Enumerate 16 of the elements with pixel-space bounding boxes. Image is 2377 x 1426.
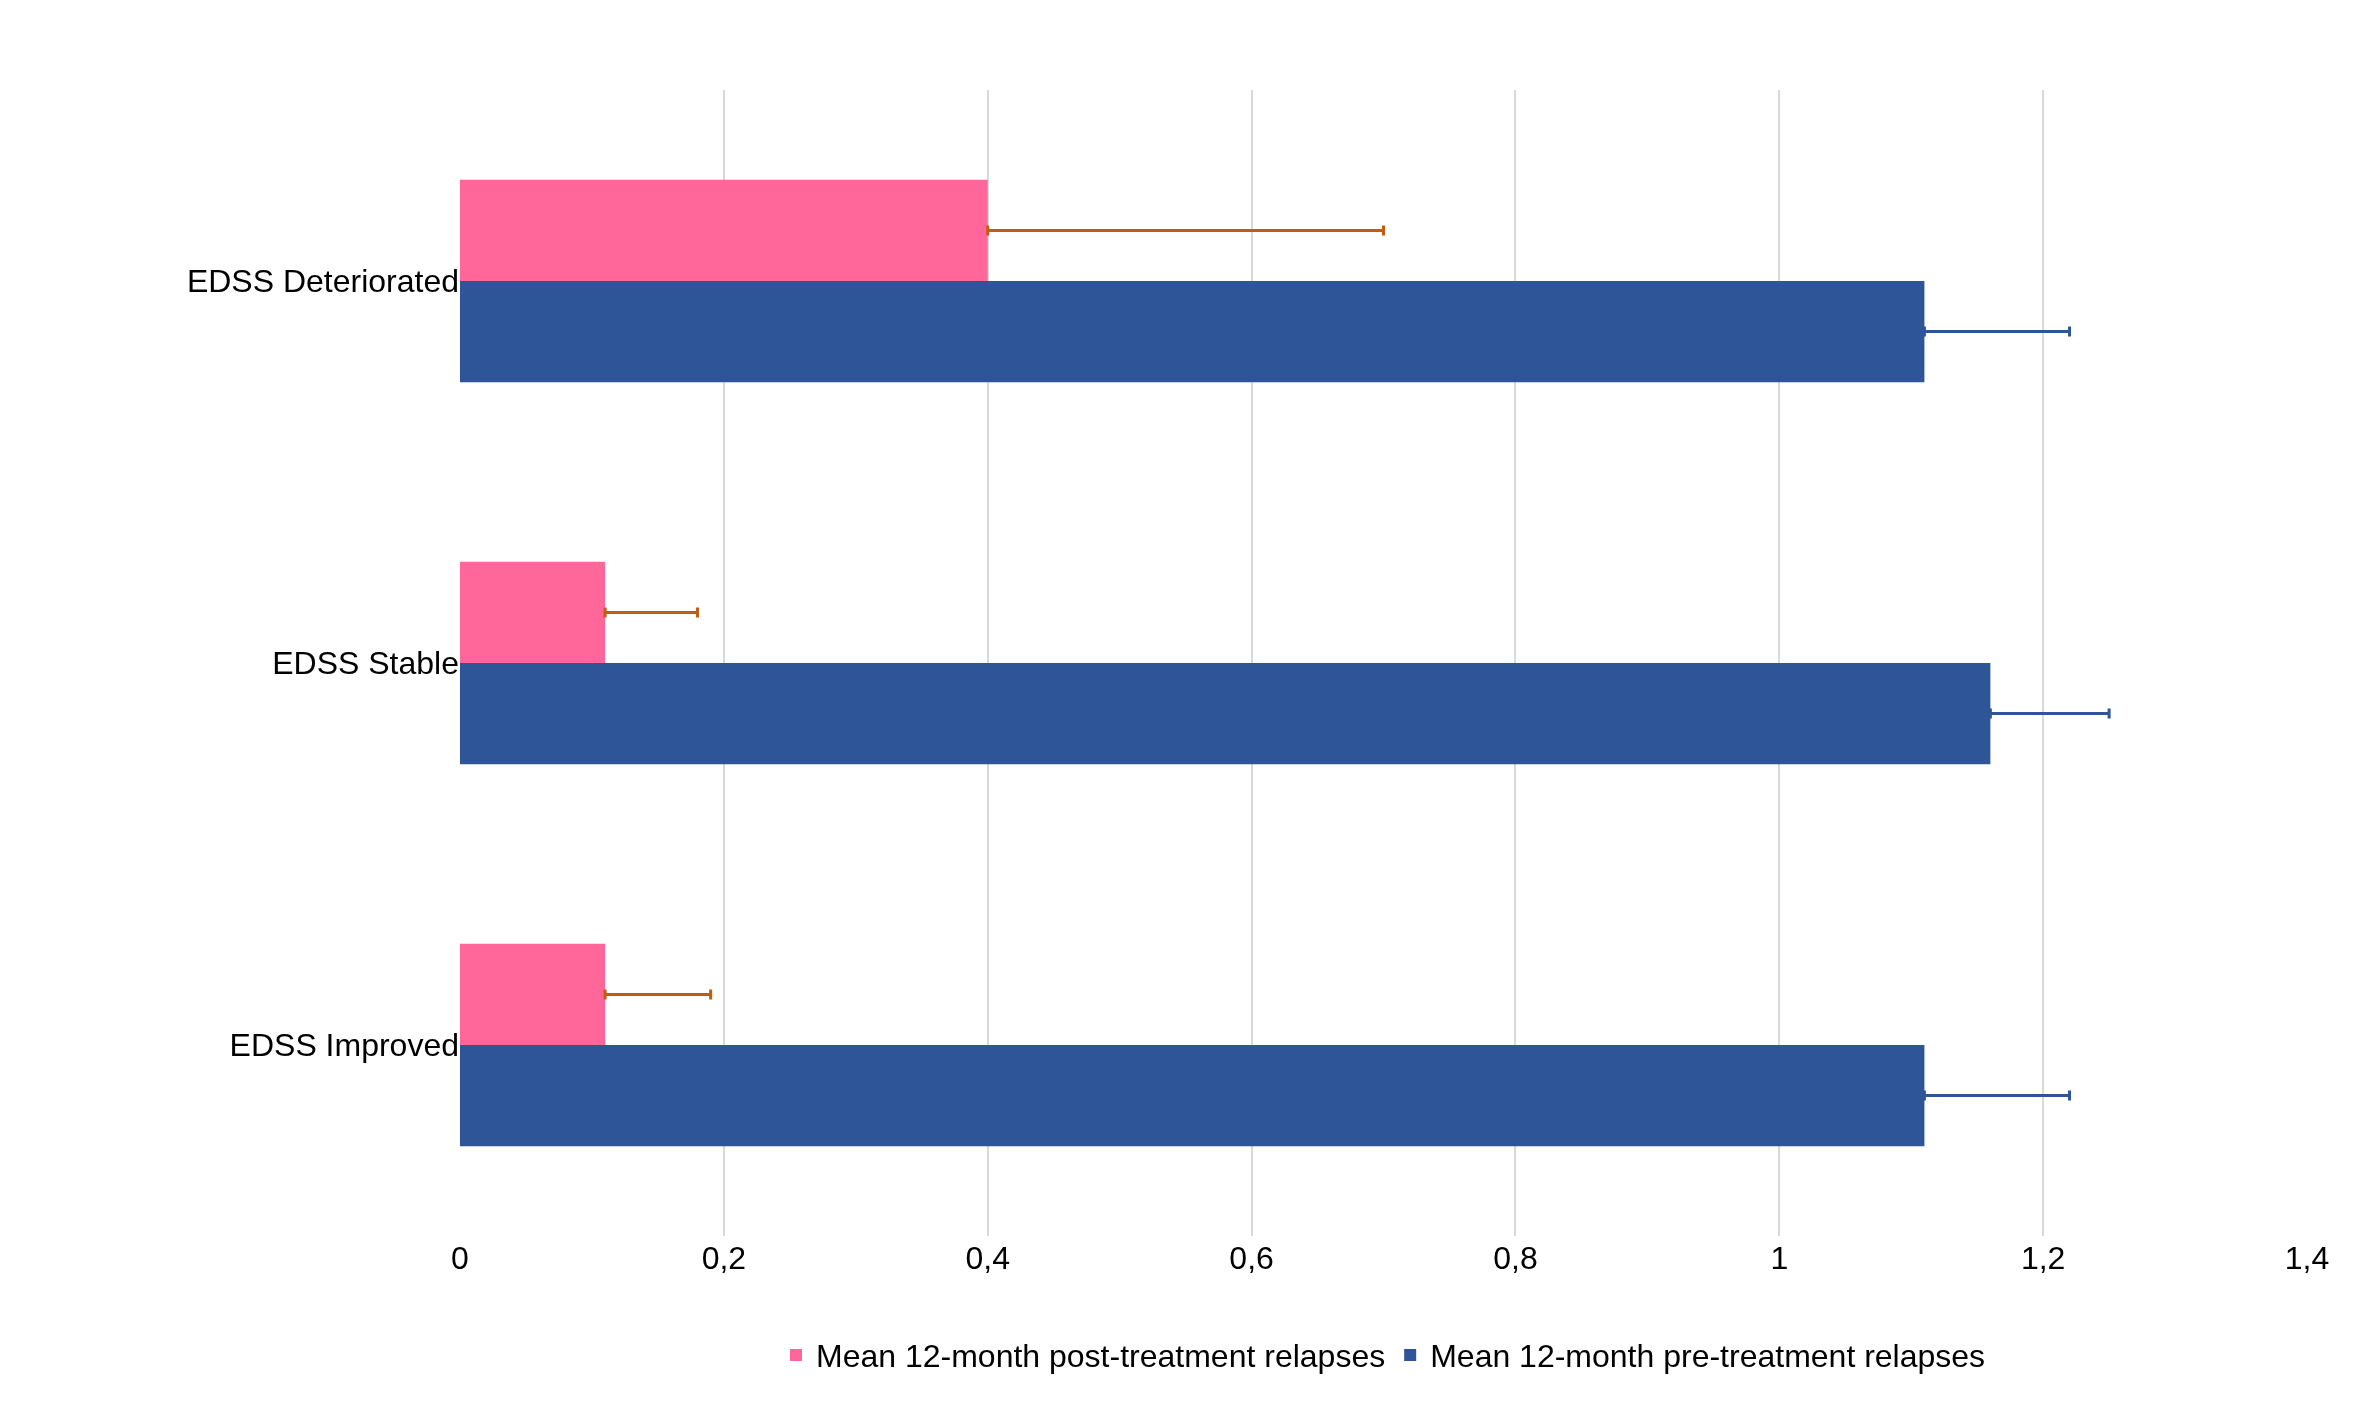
bar: [460, 943, 606, 1045]
x-tick-label: 0,4: [965, 1240, 1010, 1276]
x-tick-label: 1,2: [2020, 1240, 2066, 1276]
legend-label: Mean 12-month pre-treatment relapses: [1430, 1338, 1986, 1375]
x-tick-label: 1: [1770, 1240, 1789, 1276]
x-tick-label: 0,8: [1493, 1240, 1538, 1276]
x-tick-label: 0,2: [701, 1240, 747, 1276]
x-tick-label: 0,6: [1229, 1240, 1274, 1276]
bar: [460, 561, 606, 663]
bar: [460, 179, 988, 281]
legend-label: Mean 12-month post-treatment relapses: [816, 1338, 1386, 1375]
x-tick-label: 0: [451, 1240, 469, 1276]
y-tick-label: EDSS Improved: [229, 1027, 459, 1064]
y-tick-label: EDSS Stable: [272, 645, 459, 682]
y-tick-label: EDSS Deteriorated: [186, 263, 459, 300]
x-tick-label: 1,4: [2284, 1240, 2330, 1276]
